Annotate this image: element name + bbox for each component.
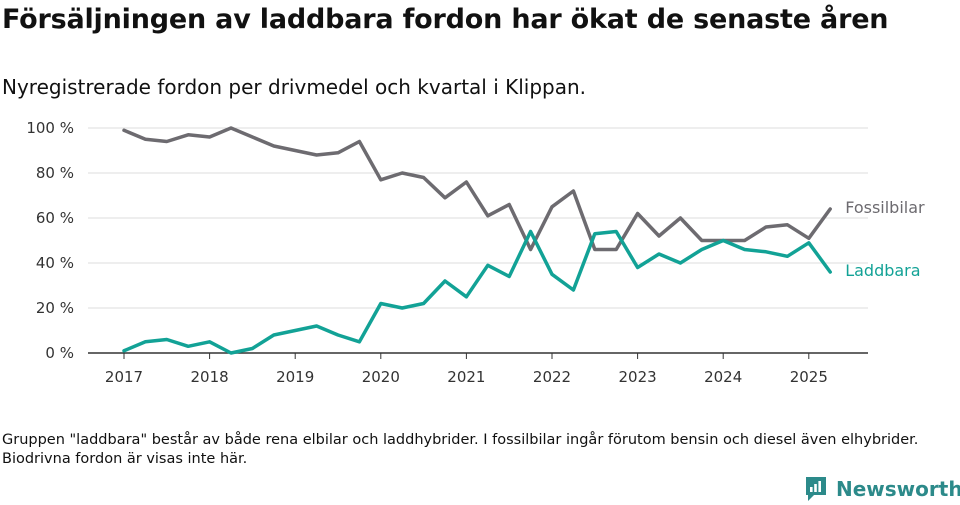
x-tick-label: 2024 [704, 368, 742, 386]
x-tick-label: 2023 [619, 368, 657, 386]
series-label-fossilbilar: Fossilbilar [845, 198, 925, 217]
x-tick-label: 2025 [790, 368, 828, 386]
x-axis: 2017 2018 2019 2020 2021 2022 2023 2024 2025 [105, 353, 828, 386]
brand: Newsworthy [804, 474, 960, 504]
x-tick-label: 2017 [105, 368, 143, 386]
newsworthy-logo-icon [806, 477, 826, 501]
x-tick-label: 2022 [533, 368, 571, 386]
x-tick-label: 2021 [447, 368, 485, 386]
footnote: Gruppen "laddbara" består av både rena e… [2, 432, 919, 467]
series-label-laddbara: Laddbara [845, 261, 920, 280]
series-labels: Fossilbilar Laddbara [845, 198, 925, 280]
x-tick-label: 2019 [276, 368, 314, 386]
grid-lines [88, 127, 868, 354]
x-tick-label: 2020 [362, 368, 400, 386]
line-chart: 0 % 20 % 40 % 60 % 80 % 100 % 2017 2018 2019 202… [26, 119, 925, 386]
brand-name: Newsworthy [836, 477, 960, 501]
y-tick-label: 40 % [36, 254, 74, 272]
y-tick-label: 80 % [36, 164, 74, 182]
series-lines [122, 126, 832, 355]
chart-subtitle: Nyregistrerade fordon per drivmedel och … [2, 75, 587, 99]
y-tick-label: 20 % [36, 299, 74, 317]
x-tick-label: 2018 [191, 368, 229, 386]
y-tick-label: 0 % [45, 344, 74, 362]
y-axis: 0 % 20 % 40 % 60 % 80 % 100 % [26, 119, 74, 362]
series-line-fossilbilar [122, 126, 832, 252]
y-tick-label: 60 % [36, 209, 74, 227]
chart-title: Försäljningen av laddbara fordon har öka… [2, 4, 889, 35]
y-tick-label: 100 % [26, 119, 74, 137]
series-line-laddbara [122, 229, 832, 355]
